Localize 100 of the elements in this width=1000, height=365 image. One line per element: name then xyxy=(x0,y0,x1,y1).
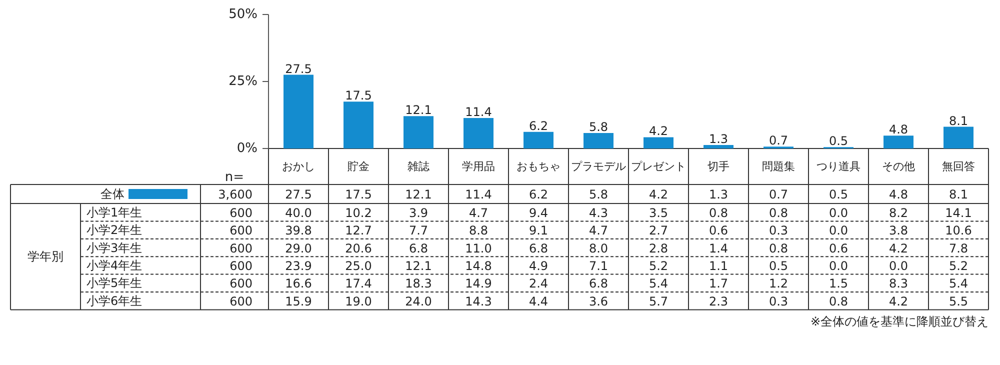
data-label: 4.8 xyxy=(888,188,908,202)
text: 24.0 xyxy=(405,294,432,308)
text: 5.5 xyxy=(948,294,968,308)
text: 16.6 xyxy=(285,276,312,291)
text: 0.8 xyxy=(768,241,788,256)
legend-label: 全体 xyxy=(100,187,124,201)
annotation: 1.3 xyxy=(708,132,728,146)
bar xyxy=(464,118,494,148)
text: 0.8 xyxy=(768,206,788,220)
data-label: 17.5 xyxy=(345,188,372,202)
data-label: 0.7 xyxy=(768,188,788,202)
text: 3.9 xyxy=(408,206,428,220)
text: 7.7 xyxy=(408,224,428,238)
text: 6.8 xyxy=(408,241,428,256)
bar xyxy=(644,137,674,148)
data-label: 1.3 xyxy=(708,188,728,202)
x-tick-label: その他 xyxy=(882,160,915,173)
text: 39.8 xyxy=(285,224,312,238)
text: 17.4 xyxy=(345,276,372,291)
text: 4.7 xyxy=(588,224,608,238)
text: 6.8 xyxy=(528,241,548,256)
text: 0.3 xyxy=(768,294,788,308)
annotation: 8.1 xyxy=(948,114,968,128)
text: 5.4 xyxy=(948,276,968,291)
text: 0.0 xyxy=(888,258,908,273)
text: 40.0 xyxy=(285,206,312,220)
data-label: 0.5 xyxy=(828,188,848,202)
bar xyxy=(944,126,974,148)
text: 600 xyxy=(230,241,252,256)
data-label: 6.2 xyxy=(528,188,548,202)
text: 600 xyxy=(230,294,252,308)
text: 8.3 xyxy=(888,276,908,291)
x-tick-label: 雑誌 xyxy=(408,160,430,173)
text: 4.3 xyxy=(588,206,608,220)
text: 23.9 xyxy=(285,258,312,273)
y-tick-label: 25% xyxy=(228,74,258,89)
text: 0.8 xyxy=(828,294,848,308)
text: 9.4 xyxy=(528,206,548,220)
text: 600 xyxy=(230,258,252,273)
text: 1.1 xyxy=(708,258,728,273)
text: 0.0 xyxy=(828,206,848,220)
text: 8.0 xyxy=(588,241,608,256)
text: 1.7 xyxy=(708,276,728,291)
text: 小学5年生 xyxy=(86,276,142,290)
text: 600 xyxy=(230,206,252,220)
bar xyxy=(404,116,434,148)
text: 4.2 xyxy=(888,294,908,308)
text: 12.1 xyxy=(405,258,432,273)
text: 学年別 xyxy=(28,250,64,264)
text: 25.0 xyxy=(345,258,372,273)
text: 4.2 xyxy=(888,241,908,256)
bar xyxy=(344,102,374,148)
text: 0.0 xyxy=(828,258,848,273)
text: 3,600 xyxy=(218,188,253,202)
bar xyxy=(284,74,314,148)
text: 5.4 xyxy=(648,276,668,291)
text: 600 xyxy=(230,224,252,238)
bar xyxy=(524,132,554,148)
text: 0.6 xyxy=(828,241,848,256)
text: 0.0 xyxy=(828,224,848,238)
text: 0.5 xyxy=(768,258,788,273)
annotation: 4.2 xyxy=(648,124,668,138)
x-tick-label: 学用品 xyxy=(462,160,495,173)
text: 3.5 xyxy=(648,206,668,220)
annotation: 6.2 xyxy=(528,118,548,133)
text: 小学2年生 xyxy=(86,223,142,238)
data-label: 11.4 xyxy=(465,188,492,202)
text: 9.1 xyxy=(528,224,548,238)
annotation: 27.5 xyxy=(285,62,312,76)
text: 18.3 xyxy=(405,276,432,291)
text: 12.7 xyxy=(345,224,372,238)
text: 1.5 xyxy=(828,276,848,291)
text: 10.2 xyxy=(345,206,372,220)
text: 4.9 xyxy=(528,258,548,273)
text: 5.7 xyxy=(648,294,668,308)
data-label: 27.5 xyxy=(285,188,312,202)
text: 小学4年生 xyxy=(86,258,142,272)
x-tick-label: プラモデル xyxy=(571,160,626,173)
text: n= xyxy=(224,170,244,185)
text: 2.7 xyxy=(648,224,668,238)
text: 7.1 xyxy=(588,258,608,273)
text: 3.6 xyxy=(588,294,608,308)
bar xyxy=(884,136,914,148)
annotation: 0.7 xyxy=(768,134,788,148)
text: 6.8 xyxy=(588,276,608,291)
text: 2.8 xyxy=(648,241,668,256)
bar xyxy=(584,132,614,148)
x-tick-label: 無回答 xyxy=(942,160,975,173)
x-tick-label: 貯金 xyxy=(348,160,370,173)
text: 14.3 xyxy=(465,294,492,308)
text: 小学1年生 xyxy=(86,205,142,220)
text: 1.4 xyxy=(708,241,728,256)
text: 10.6 xyxy=(945,224,972,238)
text: 8.2 xyxy=(888,206,908,220)
text: 2.4 xyxy=(528,276,548,291)
text: ※全体の値を基準に降順並び替え xyxy=(810,314,989,329)
annotation: 4.8 xyxy=(888,122,908,137)
annotation: 12.1 xyxy=(405,103,432,118)
text: 600 xyxy=(230,276,252,291)
text: 4.4 xyxy=(528,294,548,308)
